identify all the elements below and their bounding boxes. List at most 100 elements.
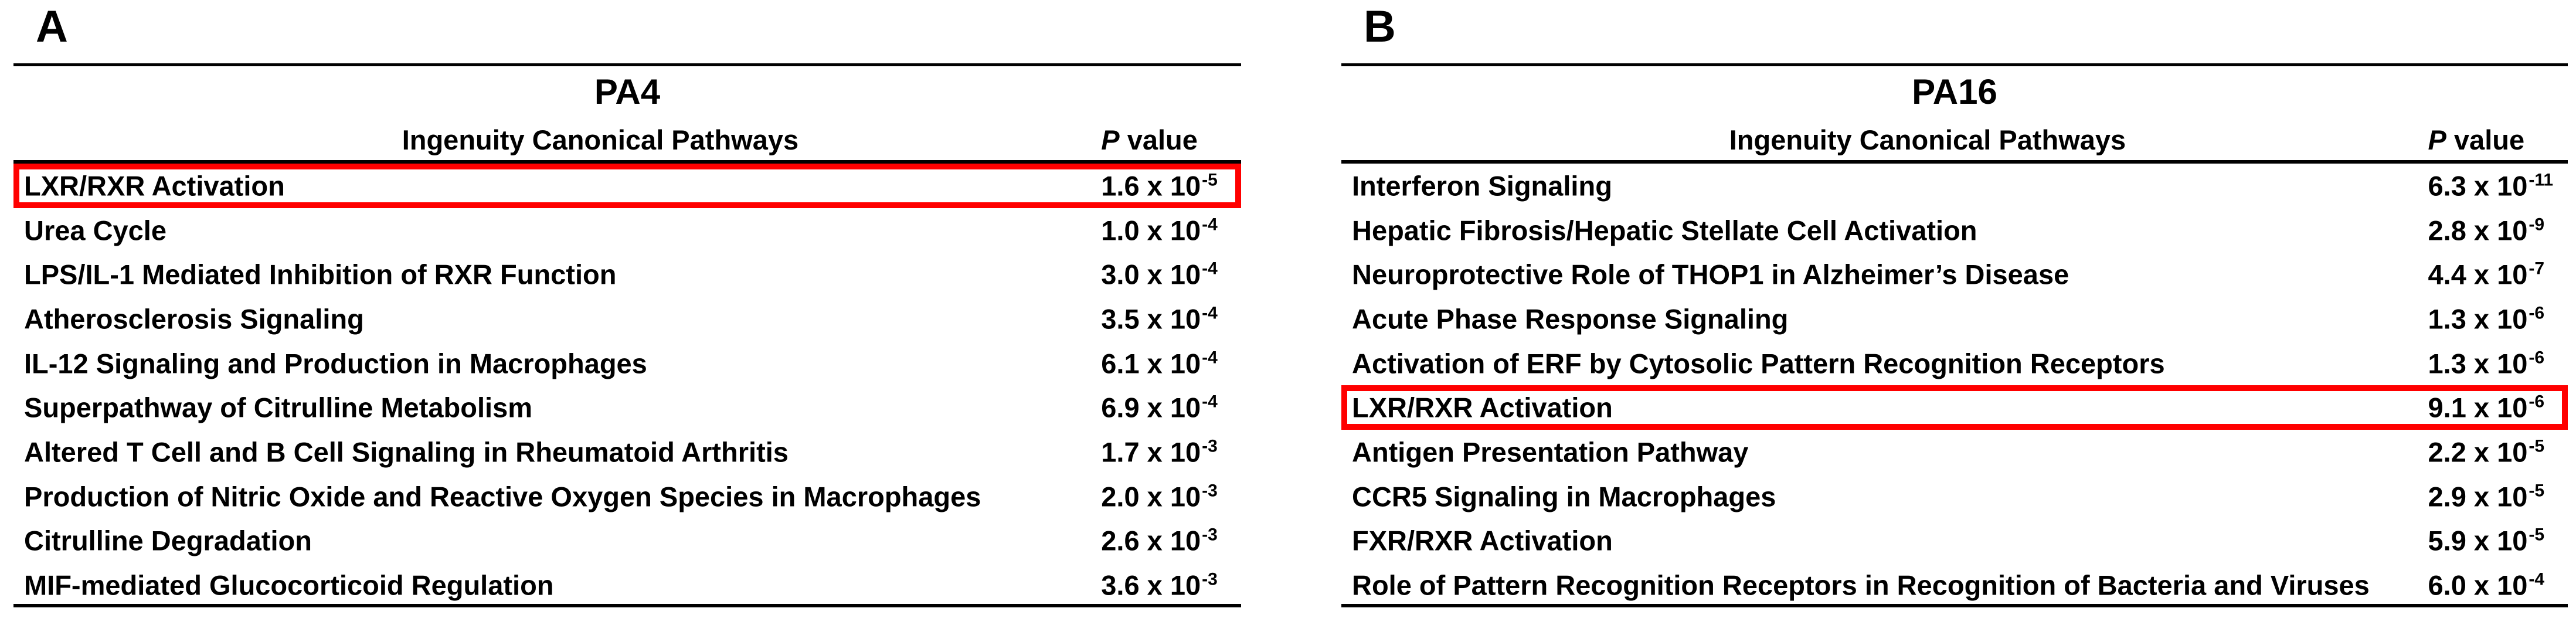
pathway-name: Role of Pattern Recognition Receptors in…: [1352, 569, 2370, 601]
p-value: 1.6 x 10-5: [1101, 169, 1218, 202]
p-value-base: 2.2 x 10: [2428, 436, 2528, 468]
panel-a-bottom-rule: [13, 604, 1241, 608]
p-value-exponent: -5: [1202, 170, 1218, 190]
p-value: 1.0 x 10-4: [1101, 214, 1218, 246]
p-value-base: 1.7 x 10: [1101, 436, 1201, 468]
p-value-exponent: -4: [2529, 569, 2545, 589]
p-value-base: 2.0 x 10: [1101, 481, 1201, 512]
p-value-exponent: -3: [1202, 481, 1218, 501]
panel-b-top-rule: [1341, 63, 2568, 66]
p-value: 1.7 x 10-3: [1101, 436, 1218, 468]
p-value-base: 1.3 x 10: [2428, 348, 2528, 379]
table-row: CCR5 Signaling in Macrophages 2.9 x 10-5: [1341, 474, 2568, 519]
panel-a-label: A: [36, 2, 68, 52]
p-value: 2.0 x 10-3: [1101, 480, 1218, 512]
p-value: 6.1 x 10-4: [1101, 347, 1218, 379]
pathway-name: CCR5 Signaling in Macrophages: [1352, 481, 1776, 512]
pvalue-header-rest: value: [1119, 124, 1198, 155]
table-row: Atherosclerosis Signaling 3.5 x 10-4: [13, 297, 1241, 341]
panel-b: B PA16 Ingenuity Canonical Pathways P va…: [1341, 0, 2568, 618]
p-value-base: 9.1 x 10: [2428, 392, 2528, 423]
table-row: LXR/RXR Activation 1.6 x 10-5: [13, 163, 1241, 208]
pathway-name: Acute Phase Response Signaling: [1352, 303, 1789, 335]
p-value-base: 1.3 x 10: [2428, 303, 2528, 335]
pathway-name: LXR/RXR Activation: [24, 170, 285, 202]
p-value-base: 3.0 x 10: [1101, 259, 1201, 290]
p-value: 6.3 x 10-11: [2428, 169, 2554, 202]
p-value-base: 1.0 x 10: [1101, 215, 1201, 246]
p-value-exponent: -3: [1202, 525, 1218, 545]
p-value-base: 6.0 x 10: [2428, 569, 2528, 601]
panel-b-rows: Interferon Signaling 6.3 x 10-11 Hepatic F…: [1341, 164, 2568, 607]
p-value: 2.2 x 10-5: [2428, 436, 2545, 468]
table-row: LXR/RXR Activation 9.1 x 10-6: [1341, 385, 2568, 430]
pvalue-header-italic-p: P: [2428, 124, 2446, 155]
table-row: Role of Pattern Recognition Receptors in…: [1341, 563, 2568, 607]
p-value-base: 2.6 x 10: [1101, 525, 1201, 556]
p-value: 1.3 x 10-6: [2428, 347, 2545, 379]
pathway-name: Antigen Presentation Pathway: [1352, 436, 1749, 468]
p-value-exponent: -6: [2529, 303, 2545, 323]
pathway-name: Neuroprotective Role of THOP1 in Alzheim…: [1352, 259, 2069, 290]
p-value-base: 3.5 x 10: [1101, 303, 1201, 335]
p-value: 6.0 x 10-4: [2428, 569, 2545, 602]
pvalue-header-italic-p: P: [1101, 124, 1120, 155]
table-row: IL-12 Signaling and Production in Macrop…: [13, 341, 1241, 386]
panel-a: A PA4 Ingenuity Canonical Pathways P val…: [13, 0, 1241, 618]
panel-b-bottom-rule: [1341, 604, 2568, 608]
pathway-name: Altered T Cell and B Cell Signaling in R…: [24, 436, 789, 468]
p-value-exponent: -4: [1202, 259, 1218, 279]
pathway-name: Interferon Signaling: [1352, 170, 1612, 202]
p-value-base: 5.9 x 10: [2428, 525, 2528, 556]
pathway-name: Citrulline Degradation: [24, 525, 312, 556]
panel-b-pathway-column-header: Ingenuity Canonical Pathways: [1729, 124, 2126, 155]
table-row: Acute Phase Response Signaling 1.3 x 10-6: [1341, 297, 2568, 341]
p-value-exponent: -4: [1202, 215, 1218, 235]
panel-b-pvalue-column-header: P value: [2428, 121, 2525, 159]
p-value-base: 2.9 x 10: [2428, 481, 2528, 512]
p-value: 5.9 x 10-5: [2428, 525, 2545, 557]
pathway-name: LXR/RXR Activation: [1352, 392, 1613, 423]
p-value-base: 4.4 x 10: [2428, 259, 2528, 290]
p-value: 3.6 x 10-3: [1101, 569, 1218, 602]
p-value-exponent: -3: [1202, 436, 1218, 456]
p-value-exponent: -11: [2529, 170, 2554, 190]
panel-b-label: B: [1364, 2, 1396, 52]
panel-a-rows: LXR/RXR Activation 1.6 x 10-5 Urea Cycle 1.…: [13, 163, 1241, 607]
p-value: 3.5 x 10-4: [1101, 303, 1218, 335]
panel-b-table-title: PA16: [1912, 72, 1997, 111]
p-value-exponent: -5: [2529, 436, 2545, 456]
panel-a-header-rule: [13, 160, 1241, 164]
table-row: Superpathway of Citrulline Metabolism 6.9…: [13, 386, 1241, 430]
pathway-name: IL-12 Signaling and Production in Macrop…: [24, 348, 647, 379]
p-value: 9.1 x 10-6: [2428, 392, 2545, 424]
p-value: 2.8 x 10-9: [2428, 214, 2545, 246]
pathway-name: Activation of ERF by Cytosolic Pattern R…: [1352, 348, 2165, 379]
p-value-exponent: -9: [2529, 215, 2545, 235]
table-row: Interferon Signaling 6.3 x 10-11: [1341, 164, 2568, 208]
p-value-base: 6.3 x 10: [2428, 170, 2528, 202]
panel-b-header-rule: [1341, 160, 2568, 164]
table-row: Neuroprotective Role of THOP1 in Alzheim…: [1341, 252, 2568, 297]
table-row: MIF-mediated Glucocorticoid Regulation 3.…: [13, 563, 1241, 607]
p-value-base: 6.1 x 10: [1101, 348, 1201, 379]
p-value-exponent: -4: [1202, 348, 1218, 368]
p-value: 4.4 x 10-7: [2428, 259, 2545, 291]
pathway-name: Hepatic Fibrosis/Hepatic Stellate Cell A…: [1352, 215, 1977, 246]
table-row: Production of Nitric Oxide and Reactive …: [13, 474, 1241, 519]
panel-a-pathway-column-header: Ingenuity Canonical Pathways: [402, 124, 799, 155]
p-value: 6.9 x 10-4: [1101, 392, 1218, 424]
pvalue-header-rest: value: [2446, 124, 2525, 155]
table-row: Altered T Cell and B Cell Signaling in R…: [13, 430, 1241, 474]
panel-a-pvalue-column-header: P value: [1101, 121, 1198, 159]
panel-a-table-title: PA4: [594, 72, 661, 111]
panel-a-top-rule: [13, 63, 1241, 66]
p-value-exponent: -7: [2529, 259, 2545, 279]
p-value-exponent: -5: [2529, 525, 2545, 545]
p-value-exponent: -6: [2529, 392, 2545, 412]
p-value-base: 3.6 x 10: [1101, 569, 1201, 601]
table-row: FXR/RXR Activation 5.9 x 10-5: [1341, 519, 2568, 563]
p-value-exponent: -3: [1202, 569, 1218, 589]
pathway-name: Production of Nitric Oxide and Reactive …: [24, 481, 981, 512]
pathway-name: Urea Cycle: [24, 215, 166, 246]
